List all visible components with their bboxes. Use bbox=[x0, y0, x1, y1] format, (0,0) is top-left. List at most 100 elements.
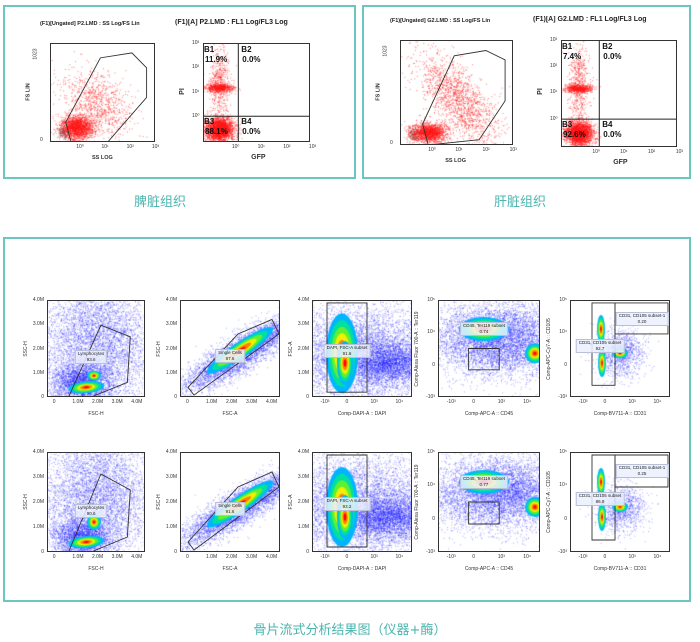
cd31-cd105-subset-1-gate[interactable] bbox=[614, 302, 669, 335]
plot-frame bbox=[47, 300, 145, 397]
gate-percent: 91.6 bbox=[342, 350, 352, 356]
gate-name: CD31, CD105 subset bbox=[578, 339, 622, 345]
event-dots bbox=[47, 452, 145, 552]
scatter-gate[interactable] bbox=[65, 52, 148, 142]
y-tick-label: 2.0M bbox=[165, 345, 177, 352]
cd45-ter119-gate[interactable] bbox=[468, 501, 500, 525]
x-axis-label: Comp-BV711-A :: CD31 bbox=[593, 566, 647, 572]
plot-frame bbox=[47, 452, 145, 552]
event-dots bbox=[203, 43, 310, 142]
quadrant-name: B4 bbox=[602, 120, 613, 130]
quadrant-name: B3 bbox=[204, 117, 215, 127]
plot-frame bbox=[203, 43, 310, 142]
single-cells-gate[interactable] bbox=[187, 471, 280, 551]
y-tick-label: 10⁰ bbox=[550, 115, 558, 122]
flow-plot-4: CD45, Ter119 subset 0.74 bbox=[438, 300, 540, 397]
x-tick-label: 10³ bbox=[151, 144, 160, 150]
x-axis-label: Comp-BV711-A :: CD31 bbox=[593, 411, 647, 417]
plot-frame bbox=[400, 40, 513, 145]
quadrant-plot-title: (F1)[A] P2.LMD : FL1 Log/FL3 Log bbox=[175, 19, 288, 26]
quadrant-percent: 0.0% bbox=[603, 130, 622, 140]
quadrant-name: B2 bbox=[241, 45, 252, 54]
lymphocytes-gate[interactable] bbox=[68, 324, 131, 397]
plot-frame bbox=[438, 452, 540, 552]
cd31-cd105-subset-1-gate[interactable] bbox=[614, 454, 669, 488]
plot-frame bbox=[50, 43, 155, 142]
single-cells-gate[interactable] bbox=[187, 318, 280, 396]
y-tick-label: 1023 bbox=[382, 45, 389, 57]
gate-label: DAPI, FSC-A subset 93.2 bbox=[323, 497, 371, 511]
gate-name: Lymphocytes bbox=[77, 351, 105, 357]
plot-frame bbox=[561, 40, 677, 147]
y-tick-label: 0 bbox=[432, 515, 435, 522]
y-tick-label: 1.0M bbox=[32, 369, 44, 376]
y-tick-label: 2.0M bbox=[297, 499, 309, 505]
y-tick-label: 10⁰ bbox=[192, 112, 200, 119]
x-tick-label: 10⁴ bbox=[523, 399, 531, 405]
quadrant-percent: 11.9% bbox=[205, 55, 228, 64]
quadrant-name: B2 bbox=[602, 42, 613, 51]
gate-layer bbox=[68, 473, 131, 552]
cd31-cd105-gate[interactable] bbox=[591, 454, 616, 541]
quadrant-name: B1 bbox=[204, 45, 215, 54]
quadrant-percent: 0.0% bbox=[242, 55, 261, 64]
y-tick-label: -10³ bbox=[558, 549, 567, 555]
y-tick-label: 10⁴ bbox=[427, 482, 435, 489]
gate-layer bbox=[187, 471, 280, 551]
quadrant-b1: B1 7.4% bbox=[562, 42, 581, 62]
quadrant-percent: 0.0% bbox=[603, 52, 622, 61]
x-tick-label: 10³ bbox=[628, 554, 636, 560]
plot-frame bbox=[180, 300, 280, 397]
quadrant-b3: B3 88.1% bbox=[204, 117, 228, 137]
flow-plot-5: CD31, CD105 subset-1 0.20 CD31, CD105 subs… bbox=[570, 300, 670, 397]
x-tick-label: 4.0M bbox=[266, 399, 278, 405]
y-tick-label: 4.0M bbox=[297, 297, 309, 303]
y-tick-label: 10¹ bbox=[192, 88, 200, 95]
gate-percent: 91.6 bbox=[225, 509, 235, 514]
lymphocytes-gate[interactable] bbox=[68, 473, 131, 552]
y-tick-label: 0 bbox=[41, 394, 44, 400]
x-tick-label: 0 bbox=[472, 554, 476, 560]
cd45-ter119-gate[interactable] bbox=[468, 348, 500, 371]
gate-percent: 0.77 bbox=[479, 482, 489, 487]
y-axis-label: Comp-APC-Cy7-A :: CD105 bbox=[546, 317, 552, 380]
gate-name: Single Cells bbox=[218, 349, 242, 355]
gate-label: Single Cells 87.6 bbox=[215, 348, 245, 363]
x-axis-label: FSC-A bbox=[222, 566, 238, 572]
quadrant-b3: B3 92.6% bbox=[562, 120, 586, 140]
dapi-fsc-gate[interactable] bbox=[326, 454, 368, 548]
gate-percent: 86.9 bbox=[595, 499, 605, 504]
gate-label: CD31, CD105 subset-1 0.20 bbox=[615, 311, 669, 326]
x-tick-label: 3.0M bbox=[246, 399, 258, 405]
gate-label: Lymphocytes 90.6 bbox=[74, 504, 108, 518]
quadrant-y-label: PI bbox=[178, 87, 186, 95]
y-tick-label: 1.0M bbox=[165, 369, 177, 376]
x-tick-label: 10² bbox=[648, 149, 656, 155]
x-tick-label: 10⁴ bbox=[523, 554, 531, 560]
x-tick-label: 0 bbox=[345, 399, 349, 405]
scatter-x-label: SS LOG bbox=[92, 155, 113, 161]
x-tick-label: 10⁰ bbox=[76, 144, 84, 150]
gate-label: Lymphocytes 93.6 bbox=[74, 350, 108, 365]
gate-name: CD45, Ter119 subset bbox=[462, 323, 505, 329]
x-tick-label: 10² bbox=[283, 144, 291, 150]
x-tick-label: 0 bbox=[52, 554, 56, 560]
quadrant-b2: B2 0.0% bbox=[602, 42, 621, 62]
cd31-cd105-gate[interactable] bbox=[591, 302, 616, 386]
x-tick-label: -10³ bbox=[320, 399, 330, 405]
plot-frame bbox=[570, 300, 670, 397]
x-tick-label: 10⁰ bbox=[592, 149, 600, 155]
plot-frame bbox=[312, 300, 412, 397]
x-tick-label: 0 bbox=[52, 399, 56, 405]
x-tick-label: -10³ bbox=[446, 399, 456, 405]
dapi-fsc-gate[interactable] bbox=[326, 302, 368, 393]
event-dots bbox=[47, 300, 145, 397]
y-tick-label: 2.0M bbox=[297, 345, 309, 352]
x-tick-label: 1.0M bbox=[206, 554, 218, 560]
x-tick-label: 10¹ bbox=[455, 147, 463, 153]
gate-layer bbox=[326, 302, 368, 393]
gate-percent: 93.6 bbox=[86, 357, 96, 363]
x-tick-label: 10⁴ bbox=[653, 399, 662, 405]
x-axis-label: FSC-H bbox=[88, 566, 104, 572]
quadrant-plot: B1 11.9% B2 0.0% B3 88.1% B4 0.0% bbox=[203, 43, 310, 142]
